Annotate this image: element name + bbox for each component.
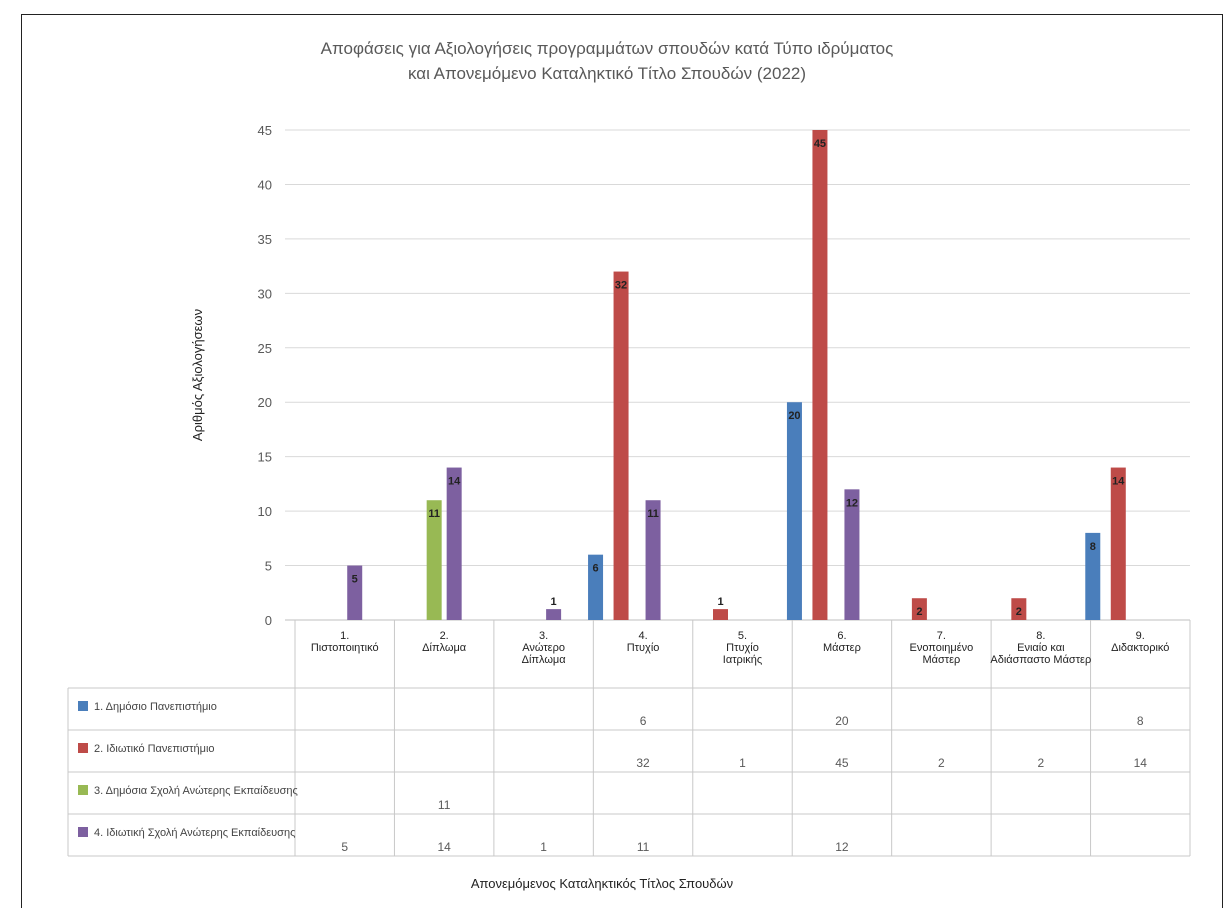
category-label: 8. xyxy=(1036,630,1045,642)
data-label: 8 xyxy=(1090,541,1096,553)
table-cell-value: 12 xyxy=(835,840,849,854)
y-tick-label: 20 xyxy=(258,395,272,410)
data-label: 5 xyxy=(352,574,358,586)
table-cell-value: 8 xyxy=(1137,714,1144,728)
bar-1 xyxy=(786,402,802,620)
bar-2 xyxy=(713,609,728,620)
data-label: 45 xyxy=(814,138,826,150)
bar-2 xyxy=(1011,598,1027,620)
bar-3 xyxy=(426,500,442,620)
legend-entry: 4. Ιδιωτική Σχολή Ανώτερης Εκπαίδευσης xyxy=(94,827,295,839)
y-tick-label: 35 xyxy=(258,232,272,247)
legend-entry: 2. Ιδιωτικό Πανεπιστήμιο xyxy=(94,743,215,755)
category-label: Ιατρικής xyxy=(723,654,762,666)
y-tick-label: 15 xyxy=(258,450,272,465)
data-label: 2 xyxy=(1016,606,1022,618)
legend-entry: 1. Δημόσιο Πανεπιστήμιο xyxy=(94,701,217,713)
legend-swatch-1 xyxy=(78,701,88,711)
table-cell-value: 2 xyxy=(1037,756,1044,770)
table-cell-value: 6 xyxy=(640,714,647,728)
y-tick-label: 5 xyxy=(265,559,272,574)
chart-svg: Αποφάσεις για Αξιολογήσεις προγραμμάτων … xyxy=(67,39,1191,891)
table-cell-value: 11 xyxy=(637,840,650,854)
category-label: 7. xyxy=(937,630,946,642)
data-label: 20 xyxy=(788,410,800,422)
y-tick-label: 10 xyxy=(258,504,272,519)
category-label: Διδακτορικό xyxy=(1111,642,1169,654)
bar-4 xyxy=(645,500,661,620)
category-label: Δίπλωμα xyxy=(422,642,467,654)
y-tick-label: 45 xyxy=(258,123,272,138)
category-label: 6. xyxy=(837,630,846,642)
y-tick-label: 0 xyxy=(265,613,272,628)
table-cell-value: 14 xyxy=(437,840,451,854)
data-label: 11 xyxy=(428,508,440,520)
data-label: 11 xyxy=(647,508,659,520)
chart-title-line: και Απονεμόμενο Καταληκτικό Τίτλο Σπουδώ… xyxy=(408,64,806,83)
chart-title-line: Αποφάσεις για Αξιολογήσεις προγραμμάτων … xyxy=(321,39,894,58)
table-cell-value: 20 xyxy=(835,714,849,728)
data-label: 6 xyxy=(592,563,598,575)
category-label: Ενοποιημένο xyxy=(909,642,973,654)
data-label: 12 xyxy=(846,497,858,509)
category-label: Ενιαίο και xyxy=(1017,642,1065,654)
legend-swatch-2 xyxy=(78,743,88,753)
category-label: Ανώτερο xyxy=(522,642,565,654)
category-label: Πτυχίο xyxy=(726,642,759,654)
table-cell-value: 45 xyxy=(835,756,849,770)
y-tick-label: 30 xyxy=(258,286,272,301)
bar-4 xyxy=(446,467,462,620)
bar-1 xyxy=(1085,532,1101,620)
category-label: Μάστερ xyxy=(922,654,960,666)
legend-swatch-3 xyxy=(78,785,88,795)
bar-2 xyxy=(1110,467,1126,620)
category-label: Αδιάσπαστο Μάστερ xyxy=(990,654,1091,666)
bar-2 xyxy=(812,130,828,620)
legend-entry: 3. Δημόσια Σχολή Ανώτερης Εκπαίδευσης xyxy=(94,785,298,797)
bar-2 xyxy=(613,271,629,620)
bar-4 xyxy=(347,565,363,620)
table-cell-value: 32 xyxy=(636,756,650,770)
table-cell-value: 1 xyxy=(540,840,547,854)
x-axis-title: Απονεμόμενος Καταληκτικός Τίτλος Σπουδών xyxy=(471,876,733,891)
bar-4 xyxy=(546,609,562,620)
y-tick-label: 40 xyxy=(258,177,272,192)
table-cell-value: 11 xyxy=(438,798,451,812)
category-label: 4. xyxy=(638,630,647,642)
chart-frame: Αποφάσεις για Αξιολογήσεις προγραμμάτων … xyxy=(21,14,1223,908)
legend-swatch-4 xyxy=(78,827,88,837)
category-label: Πιστοποιητικό xyxy=(311,642,379,654)
table-cell-value: 14 xyxy=(1134,756,1148,770)
category-label: Μάστερ xyxy=(823,642,861,654)
bar-4 xyxy=(844,489,860,620)
data-label: 2 xyxy=(916,606,922,618)
category-label: Πτυχίο xyxy=(627,642,660,654)
y-tick-label: 25 xyxy=(258,341,272,356)
bar-2 xyxy=(911,598,927,620)
table-cell-value: 5 xyxy=(341,840,348,854)
data-label: 1 xyxy=(717,596,723,608)
bar-1 xyxy=(588,554,604,620)
data-label: 14 xyxy=(448,476,461,488)
data-label: 1 xyxy=(551,596,557,608)
y-axis-title: Αριθμός Αξιολογήσεων xyxy=(190,309,205,441)
category-label: 5. xyxy=(738,630,747,642)
table-cell-value: 2 xyxy=(938,756,945,770)
category-label: Δίπλωμα xyxy=(522,654,567,666)
category-label: 9. xyxy=(1136,630,1145,642)
data-label: 14 xyxy=(1112,476,1125,488)
table-cell-value: 1 xyxy=(739,756,746,770)
category-label: 1. xyxy=(340,630,349,642)
category-label: 3. xyxy=(539,630,548,642)
category-label: 2. xyxy=(440,630,449,642)
data-label: 32 xyxy=(615,280,627,292)
